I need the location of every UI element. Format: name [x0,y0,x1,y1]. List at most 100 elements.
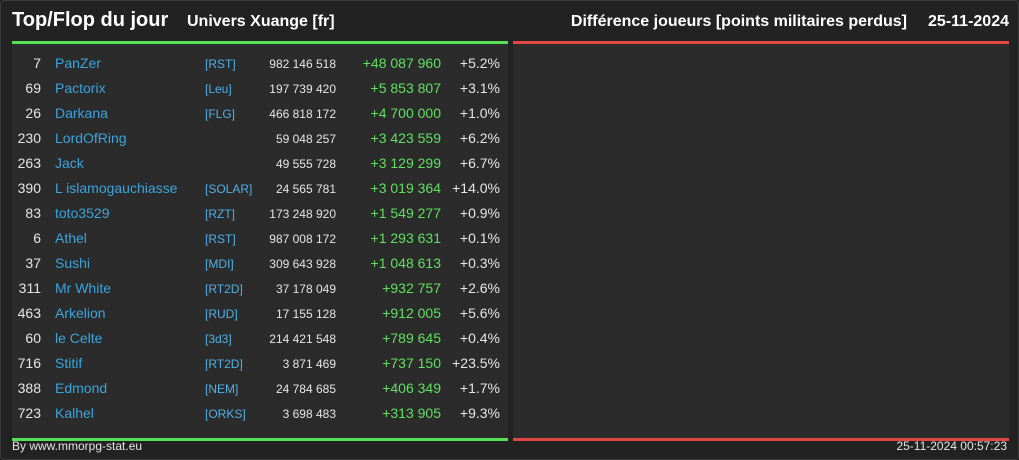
player-rank: 6 [33,230,41,246]
player-rank: 60 [25,330,41,346]
universe-label: Univers Xuange [fr] [187,13,335,30]
metric-label: Différence joueurs [points militaires pe… [570,13,907,30]
player-points: 49 555 728 [275,157,336,171]
player-points: 24 784 685 [275,382,336,396]
player-percent: +23.5% [452,355,500,371]
alliance-tag-link[interactable]: [RUD] [205,307,238,321]
player-diff: +1 048 613 [370,255,441,271]
player-percent: +6.2% [459,130,500,146]
player-percent: +14.0% [452,180,500,196]
player-points: 3 698 483 [282,407,336,421]
player-rank: 388 [17,380,41,396]
player-percent: +2.6% [459,280,500,296]
player-percent: +5.2% [459,55,500,71]
player-row: 388 Edmond [NEM] 24 784 685 +406 349 +1.7% [12,376,508,401]
alliance-tag-link[interactable]: [FLG] [205,107,236,121]
alliance-tag-link[interactable]: [MDI] [205,257,234,271]
player-name-link[interactable]: Kalhel [55,405,94,421]
player-percent: +3.1% [459,80,500,96]
player-diff: +4 700 000 [370,105,441,121]
player-row: 723 Kalhel [ORKS] 3 698 483 +313 905 +9.3% [12,401,508,426]
player-diff: +912 005 [382,305,441,321]
alliance-tag-link[interactable]: [RT2D] [205,282,243,296]
player-row: 83 toto3529 [RZT] 173 248 920 +1 549 277 +0.9… [12,201,508,226]
player-diff: +737 150 [382,355,441,371]
alliance-tag-link[interactable]: [Leu] [205,82,232,96]
player-name-link[interactable]: PanZer [55,55,101,71]
alliance-tag-link[interactable]: [RT2D] [205,357,243,371]
player-name-link[interactable]: Arkelion [55,305,106,321]
alliance-tag-link[interactable]: [SOLAR] [205,182,253,196]
player-rank: 69 [25,80,41,96]
player-name-link[interactable]: Mr White [55,280,111,296]
date-label: 25-11-2024 [928,13,1009,30]
player-row: 263 Jack 49 555 728 +3 129 299 +6.7% [12,151,508,176]
player-percent: +6.7% [459,155,500,171]
player-row: 6 Athel [RST] 987 008 172 +1 293 631 +0.1% [12,226,508,251]
player-name-link[interactable]: Darkana [55,105,108,121]
player-rank: 390 [17,180,41,196]
player-row: 37 Sushi [MDI] 309 643 928 +1 048 613 +0.3% [12,251,508,276]
player-diff: +3 423 559 [370,130,441,146]
player-points: 309 643 928 [269,257,336,271]
player-rank: 723 [17,405,41,421]
player-rank: 7 [33,55,41,71]
player-points: 17 155 128 [275,307,336,321]
player-row: 463 Arkelion [RUD] 17 155 128 +912 005 +5.6% [12,301,508,326]
alliance-tag-link[interactable]: [RZT] [205,207,235,221]
player-percent: +1.0% [459,105,500,121]
player-points: 214 421 548 [269,332,336,346]
player-rank: 311 [18,280,41,296]
player-rank: 716 [17,355,41,371]
player-rank: 230 [17,130,41,146]
player-diff: +48 087 960 [362,55,441,71]
player-name-link[interactable]: toto3529 [55,205,110,221]
player-rank: 263 [17,155,41,171]
player-diff: +932 757 [382,280,441,296]
player-name-link[interactable]: L islamogauchiasse [55,180,178,196]
alliance-tag-link[interactable]: [RST] [205,232,236,246]
alliance-tag-link[interactable]: [RST] [205,57,236,71]
player-points: 59 048 257 [275,132,336,146]
player-row: 69 Pactorix [Leu] 197 739 420 +5 853 807 +3.1… [12,76,508,101]
player-name-link[interactable]: Pactorix [55,80,106,96]
alliance-tag-link[interactable]: [NEM] [205,382,239,396]
alliance-tag-link[interactable]: [3d3] [205,332,232,346]
player-points: 24 565 781 [275,182,336,196]
player-points: 37 178 049 [275,282,336,296]
player-percent: +0.9% [459,205,500,221]
player-name-link[interactable]: Sushi [55,255,91,271]
player-diff: +789 645 [382,330,441,346]
player-diff: +5 853 807 [370,80,441,96]
alliance-tag-link[interactable]: [ORKS] [205,407,246,421]
player-points: 173 248 920 [269,207,336,221]
player-name-link[interactable]: Athel [55,230,87,246]
player-name-link[interactable]: Jack [55,155,84,171]
player-rank: 26 [25,105,41,121]
header: Top/Flop du jour Univers Xuange [fr] Dif… [12,9,1009,37]
player-points: 987 008 172 [269,232,336,246]
player-percent: +9.3% [459,405,500,421]
footer-timestamp: 25-11-2024 00:57:23 [896,439,1007,453]
player-diff: +3 019 364 [370,180,441,196]
player-percent: +0.3% [459,255,500,271]
player-percent: +1.7% [459,380,500,396]
player-rank: 37 [25,255,41,271]
player-percent: +0.1% [459,230,500,246]
footer-credit[interactable]: By www.mmorpg-stat.eu [12,439,143,453]
player-name-link[interactable]: le Celte [55,330,103,346]
player-percent: +0.4% [459,330,500,346]
player-name-link[interactable]: LordOfRing [55,130,127,146]
player-row: 26 Darkana [FLG] 466 818 172 +4 700 000 +1.0% [12,101,508,126]
player-diff: +3 129 299 [370,155,441,171]
player-row: 716 Stitif [RT2D] 3 871 469 +737 150 +23.5% [12,351,508,376]
player-rank: 463 [17,305,41,321]
player-diff: +1 549 277 [370,205,441,221]
player-row: 60 le Celte [3d3] 214 421 548 +789 645 +0.4% [12,326,508,351]
player-name-link[interactable]: Edmond [55,380,108,396]
player-row: 7 PanZer [RST] 982 146 518 +48 087 960 +5.2% [12,51,508,76]
player-diff: +313 905 [382,405,441,421]
player-name-link[interactable]: Stitif [55,355,83,371]
player-points: 982 146 518 [269,57,336,71]
